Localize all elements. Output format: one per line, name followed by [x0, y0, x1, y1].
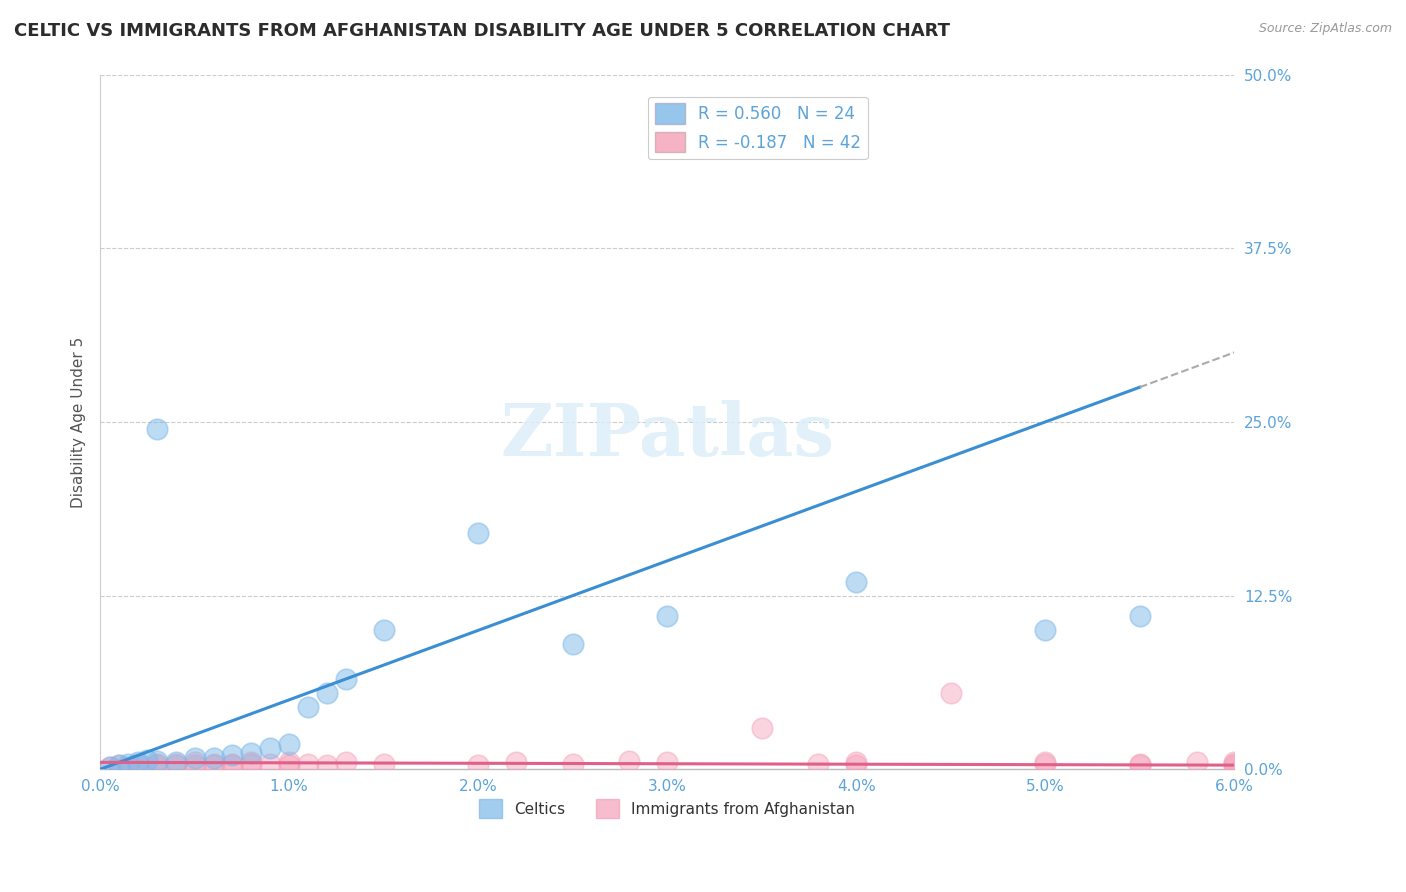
Y-axis label: Disability Age Under 5: Disability Age Under 5: [72, 336, 86, 508]
Point: [127, 758, 149, 772]
Point: [845, 758, 868, 772]
Point: [98, 759, 121, 773]
Text: Source: ZipAtlas.com: Source: ZipAtlas.com: [1258, 22, 1392, 36]
Point: [657, 609, 679, 624]
Point: [751, 721, 773, 735]
Point: [845, 756, 868, 770]
Point: [117, 759, 139, 773]
Point: [297, 756, 319, 771]
Point: [505, 756, 527, 770]
Point: [146, 756, 169, 771]
Point: [221, 748, 243, 763]
Point: [146, 422, 169, 436]
Point: [240, 756, 263, 770]
Point: [278, 737, 301, 751]
Point: [1129, 756, 1152, 771]
Point: [183, 756, 205, 770]
Point: [165, 758, 187, 772]
Point: [183, 751, 205, 765]
Point: [807, 756, 830, 771]
Point: [1033, 756, 1056, 771]
Text: ZIPatlas: ZIPatlas: [501, 401, 834, 471]
Point: [316, 686, 339, 700]
Point: [619, 754, 641, 768]
Point: [278, 758, 301, 772]
Legend: Celtics, Immigrants from Afghanistan: Celtics, Immigrants from Afghanistan: [474, 793, 862, 824]
Point: [1223, 756, 1246, 771]
Point: [1033, 624, 1056, 638]
Point: [127, 756, 149, 771]
Point: [108, 758, 131, 772]
Point: [373, 624, 395, 638]
Point: [845, 574, 868, 589]
Point: [1185, 756, 1208, 770]
Point: [373, 756, 395, 771]
Point: [278, 756, 301, 770]
Point: [127, 756, 149, 770]
Point: [240, 746, 263, 760]
Point: [98, 759, 121, 773]
Point: [561, 637, 583, 651]
Point: [202, 751, 225, 765]
Point: [165, 756, 187, 771]
Point: [335, 672, 357, 686]
Point: [165, 756, 187, 770]
Point: [335, 756, 357, 770]
Point: [657, 756, 679, 770]
Point: [316, 758, 339, 772]
Point: [202, 756, 225, 771]
Point: [202, 758, 225, 772]
Point: [1223, 758, 1246, 772]
Point: [146, 754, 169, 768]
Point: [259, 756, 281, 771]
Point: [259, 741, 281, 756]
Point: [183, 758, 205, 772]
Point: [240, 756, 263, 771]
Point: [939, 686, 962, 700]
Point: [136, 753, 159, 767]
Point: [146, 758, 169, 772]
Point: [561, 756, 583, 771]
Point: [117, 756, 139, 771]
Point: [467, 526, 489, 541]
Point: [221, 758, 243, 772]
Point: [1223, 756, 1246, 770]
Point: [108, 758, 131, 772]
Point: [1129, 609, 1152, 624]
Point: [467, 758, 489, 772]
Point: [1129, 758, 1152, 772]
Text: CELTIC VS IMMIGRANTS FROM AFGHANISTAN DISABILITY AGE UNDER 5 CORRELATION CHART: CELTIC VS IMMIGRANTS FROM AFGHANISTAN DI…: [14, 22, 950, 40]
Point: [221, 756, 243, 771]
Point: [297, 699, 319, 714]
Point: [1033, 756, 1056, 770]
